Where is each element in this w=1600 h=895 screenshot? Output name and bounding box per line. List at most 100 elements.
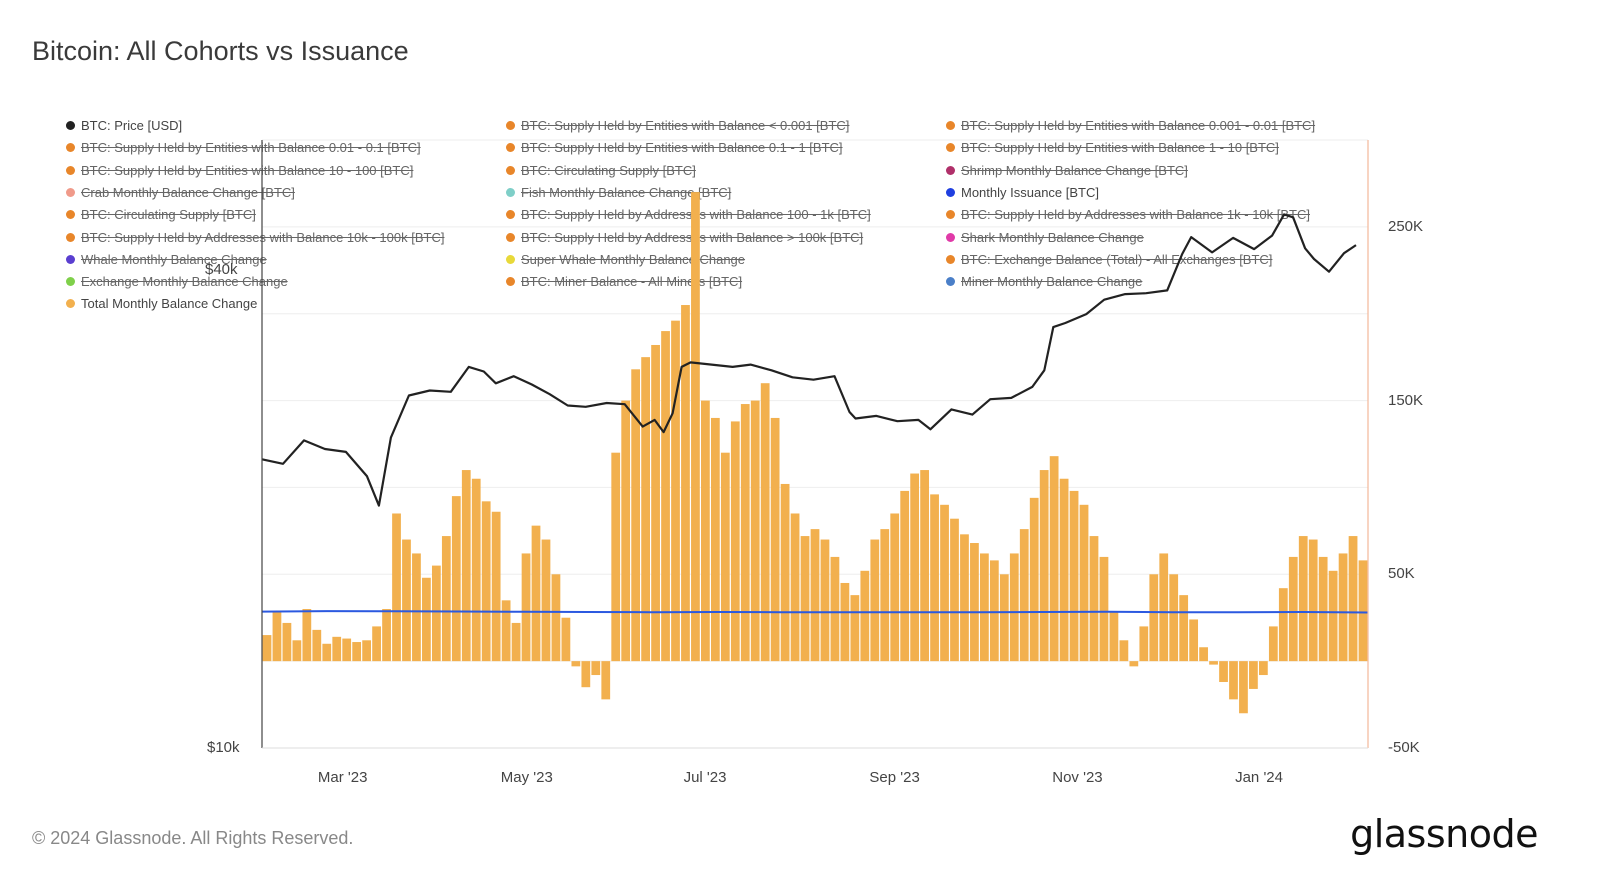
legend-label: BTC: Supply Held by Entities with Balanc… xyxy=(81,140,421,156)
legend-label: BTC: Supply Held by Entities with Balanc… xyxy=(521,118,850,133)
bar xyxy=(1059,478,1069,662)
bar xyxy=(372,626,381,662)
y-right-tick-label: -50K xyxy=(1388,739,1420,756)
bar xyxy=(780,483,790,662)
legend-label: Fish Monthly Balance Change [BTC] xyxy=(521,184,732,200)
bar xyxy=(1308,539,1318,662)
legend-dot-icon xyxy=(66,299,75,309)
bar xyxy=(1249,661,1258,689)
legend-item[interactable]: Crab Monthly Balance Change [BTC] xyxy=(66,185,295,201)
bar xyxy=(302,609,312,662)
bar xyxy=(1009,553,1019,662)
bar xyxy=(1099,556,1109,662)
legend-dot-icon xyxy=(946,277,955,287)
legend-item[interactable]: BTC: Supply Held by Entities with Balanc… xyxy=(506,140,843,156)
legend-item[interactable]: BTC: Supply Held by Addresses with Balan… xyxy=(66,230,444,246)
bar xyxy=(830,556,840,662)
legend-dot-icon xyxy=(506,254,515,264)
bar xyxy=(810,529,820,662)
legend-label: BTC: Supply Held by Entities with Balanc… xyxy=(961,140,1279,156)
bars-total-monthly-balance-change xyxy=(262,192,1368,714)
legend-item[interactable]: BTC: Supply Held by Entities with Balanc… xyxy=(946,140,1279,156)
legend-item[interactable]: BTC: Exchange Balance (Total) - All Exch… xyxy=(946,252,1272,268)
bar xyxy=(621,400,631,662)
legend-item[interactable]: BTC: Supply Held by Addresses with Balan… xyxy=(946,207,1310,223)
bar xyxy=(262,635,272,662)
legend-item[interactable]: Total Monthly Balance Change xyxy=(66,296,257,312)
legend-label: BTC: Circulating Supply [BTC] xyxy=(521,162,696,178)
bar xyxy=(451,496,461,662)
bar xyxy=(1179,595,1189,662)
bar xyxy=(362,640,372,662)
bar xyxy=(980,553,989,662)
bar xyxy=(920,470,929,662)
legend-item[interactable]: BTC: Supply Held by Entities with Balanc… xyxy=(946,118,1315,134)
bar xyxy=(890,513,900,662)
legend-dot-icon xyxy=(66,165,75,175)
bar xyxy=(312,629,322,662)
bar xyxy=(591,661,601,676)
x-tick-label: Mar '23 xyxy=(317,769,368,786)
legend-item[interactable]: BTC: Supply Held by Entities with Balanc… xyxy=(66,163,413,179)
bar xyxy=(1229,661,1238,700)
series-monthly-issuance xyxy=(261,610,1369,614)
legend-label: Whale Monthly Balance Change xyxy=(81,251,267,267)
bar xyxy=(1119,640,1129,662)
legend-label: Exchange Monthly Balance Change xyxy=(81,274,288,290)
legend-item[interactable]: BTC: Supply Held by Entities with Balanc… xyxy=(506,118,849,134)
legend-label: Total Monthly Balance Change xyxy=(81,296,258,312)
y-right-tick-label: 150K xyxy=(1388,391,1424,409)
bar xyxy=(950,518,959,662)
legend-dot-icon xyxy=(66,143,75,153)
bar xyxy=(1189,619,1199,662)
legend-item[interactable]: BTC: Miner Balance - All Miners [BTC] xyxy=(506,274,742,290)
legend-item[interactable]: Shark Monthly Balance Change xyxy=(946,230,1144,246)
bar xyxy=(1089,536,1099,662)
legend-item[interactable]: Miner Monthly Balance Change xyxy=(946,274,1142,290)
bar xyxy=(970,543,979,662)
bar xyxy=(1149,574,1159,662)
legend-dot-icon xyxy=(66,187,75,197)
legend-item[interactable]: BTC: Price [USD] xyxy=(66,118,182,134)
series-btc-price xyxy=(261,213,1357,507)
legend-dot-icon xyxy=(66,210,75,220)
bar xyxy=(322,643,332,662)
bar xyxy=(551,574,561,662)
legend-dot-icon xyxy=(506,232,515,242)
legend-label: Super Whale Monthly Balance Change xyxy=(521,251,746,267)
y-left-tick-label: $40k xyxy=(205,261,238,278)
legend-item[interactable]: Super Whale Monthly Balance Change xyxy=(506,252,745,268)
legend-item[interactable]: Fish Monthly Balance Change [BTC] xyxy=(506,185,731,201)
legend-dot-icon xyxy=(506,121,515,130)
bar xyxy=(820,539,830,662)
glassnode-logo: glassnode xyxy=(1350,812,1538,856)
bar xyxy=(850,595,860,662)
bar xyxy=(1079,504,1089,662)
legend-item[interactable]: Monthly Issuance [BTC] xyxy=(946,185,1099,201)
legend-item[interactable]: Shrimp Monthly Balance Change [BTC] xyxy=(946,163,1188,179)
legend-label: BTC: Miner Balance - All Miners [BTC] xyxy=(521,274,743,290)
bar xyxy=(661,331,670,662)
legend-item[interactable]: Exchange Monthly Balance Change xyxy=(66,274,288,290)
bar xyxy=(740,404,750,662)
legend-label: BTC: Supply Held by Addresses with Balan… xyxy=(81,229,445,245)
bar xyxy=(571,661,581,667)
legend-item[interactable]: Whale Monthly Balance Change xyxy=(66,252,267,268)
legend-label: Miner Monthly Balance Change xyxy=(961,274,1143,290)
bar xyxy=(790,513,800,662)
bar xyxy=(581,661,591,688)
bar xyxy=(681,305,690,662)
bar xyxy=(1199,647,1208,662)
bar xyxy=(402,539,411,662)
bar xyxy=(441,536,451,662)
legend-dot-icon xyxy=(506,165,515,175)
bar xyxy=(531,525,541,662)
axes xyxy=(261,140,1369,749)
issuance-line xyxy=(261,610,1369,614)
legend-item[interactable]: BTC: Circulating Supply [BTC] xyxy=(66,207,256,223)
legend-item[interactable]: BTC: Circulating Supply [BTC] xyxy=(506,163,696,179)
legend-item[interactable]: BTC: Supply Held by Entities with Balanc… xyxy=(66,140,421,156)
bar xyxy=(491,511,501,662)
bar xyxy=(611,452,621,662)
